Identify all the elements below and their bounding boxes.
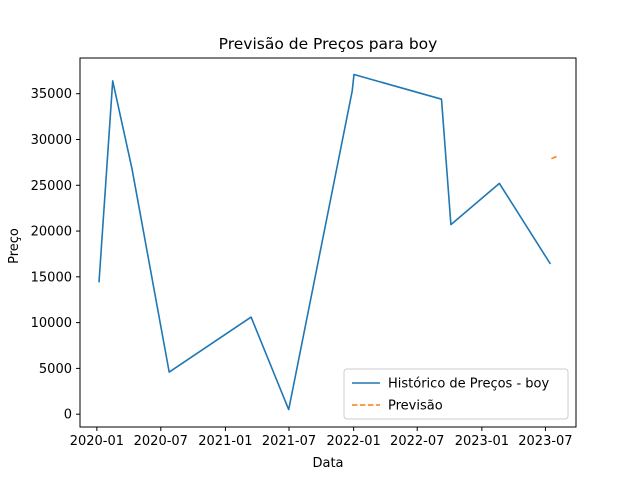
y-tick-label: 30000 [31, 133, 72, 148]
x-tick-label: 2021-07 [262, 434, 316, 449]
x-tick-label: 2020-07 [134, 434, 188, 449]
chart-title: Previsão de Preços para boy [219, 35, 438, 53]
y-tick-label: 35000 [31, 87, 72, 102]
x-tick-label: 2023-01 [455, 434, 509, 449]
legend-box [343, 368, 569, 420]
x-axis-label: Data [312, 456, 343, 471]
legend-label: Previsão [388, 399, 443, 414]
y-tick-label: 25000 [31, 179, 72, 194]
x-tick-label: 2021-01 [198, 434, 252, 449]
x-tick-label: 2022-07 [390, 434, 444, 449]
y-tick-label: 15000 [31, 270, 72, 285]
x-tick-label: 2020-01 [70, 434, 124, 449]
forecast-series-line [551, 155, 559, 160]
series-group [98, 73, 559, 411]
x-tick-label: 2022-01 [326, 434, 380, 449]
y-tick-label: 10000 [31, 316, 72, 331]
y-axis: 0 5000 10000 15000 20000 25000 30000 35000 [31, 87, 80, 423]
y-tick-label: 0 [64, 408, 72, 423]
x-axis: 2020-01 2020-07 2021-01 2021-07 2022-01 2022-… [70, 427, 573, 449]
y-axis-label: Preço [7, 228, 22, 264]
y-tick-label: 20000 [31, 225, 72, 240]
x-tick-label: 2023-07 [518, 434, 572, 449]
legend-label: Histórico de Preços - boy [388, 377, 549, 392]
y-tick-label: 5000 [39, 362, 72, 377]
history-series-line [98, 73, 552, 411]
plot-frame [79, 57, 577, 428]
legend: Histórico de Preços - boy Previsão [343, 368, 569, 420]
